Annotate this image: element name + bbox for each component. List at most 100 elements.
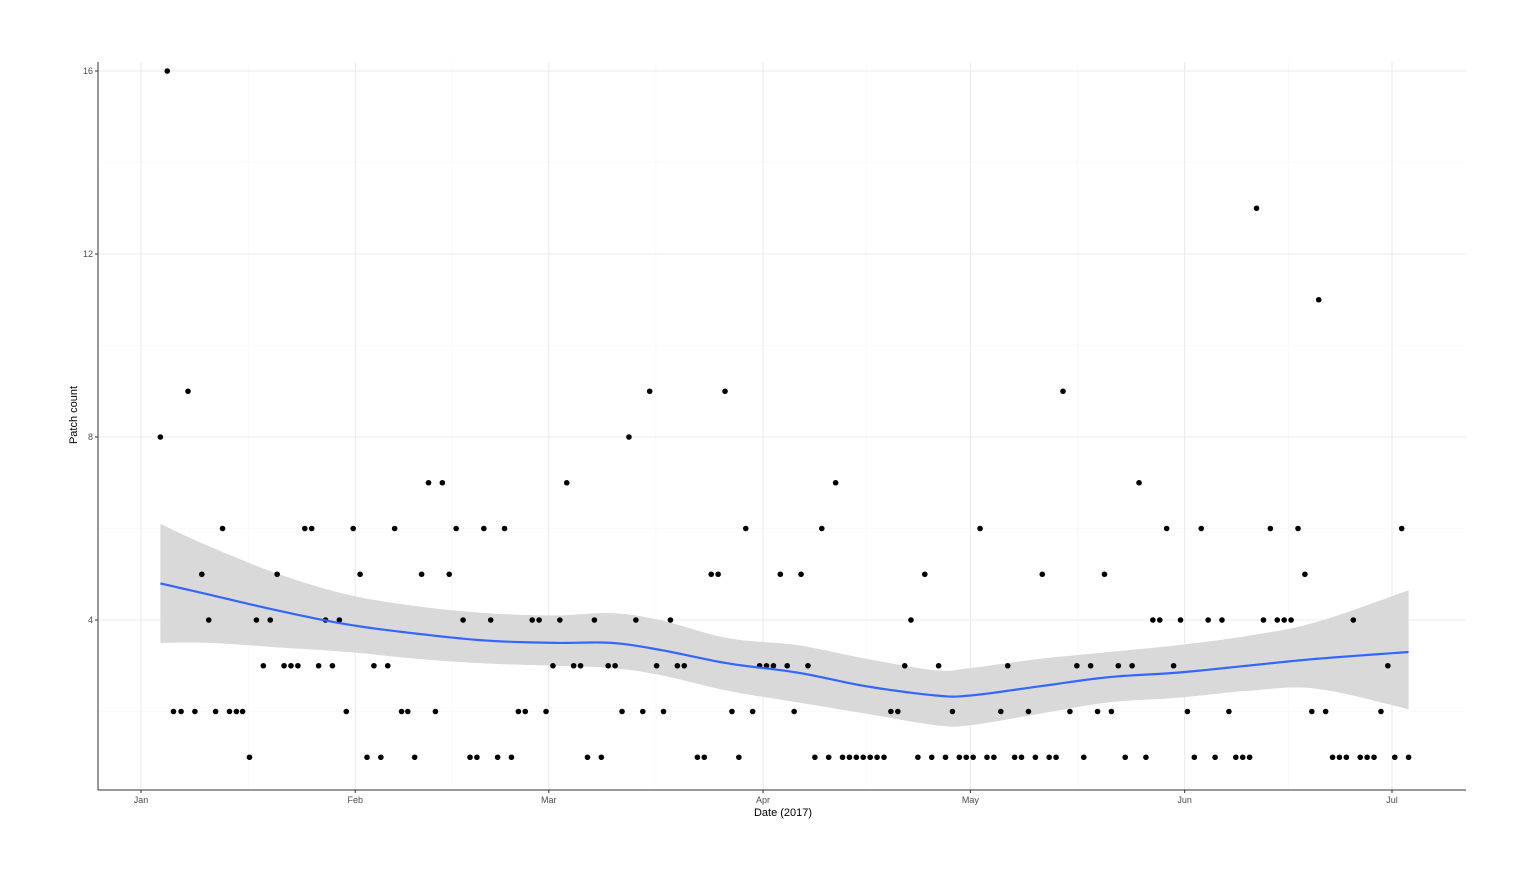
- data-point: [626, 434, 632, 440]
- data-point: [260, 662, 267, 669]
- smooth-trend-line: [160, 582, 1409, 698]
- data-point: [956, 754, 963, 761]
- data-point: [1101, 571, 1108, 578]
- data-point: [404, 708, 411, 715]
- data-point: [295, 662, 301, 669]
- data-point: [874, 754, 880, 761]
- data-point: [1260, 617, 1267, 623]
- data-point: [515, 708, 522, 715]
- data-point: [1122, 754, 1129, 761]
- data-point: [1343, 754, 1350, 761]
- data-point: [1177, 617, 1184, 623]
- data-point: [253, 617, 260, 623]
- data-point: [1011, 754, 1018, 761]
- data-point: [1094, 708, 1101, 715]
- x-tick-label: Jul: [1386, 795, 1398, 805]
- data-point: [1074, 662, 1080, 669]
- data-point: [1191, 754, 1198, 761]
- data-point: [384, 662, 391, 669]
- data-point: [1205, 617, 1211, 623]
- data-point: [411, 754, 418, 761]
- data-point: [777, 571, 784, 578]
- data-point: [1322, 708, 1329, 715]
- data-point: [1385, 662, 1391, 669]
- data-point: [329, 662, 336, 669]
- data-point: [1018, 754, 1025, 761]
- data-point: [1080, 754, 1087, 761]
- data-point: [784, 662, 791, 669]
- data-point: [770, 662, 777, 669]
- data-point: [1357, 754, 1364, 761]
- data-point: [1371, 754, 1377, 761]
- data-point: [418, 571, 425, 578]
- data-point: [805, 662, 811, 669]
- data-point: [818, 525, 825, 532]
- data-point: [1295, 525, 1301, 532]
- data-point: [577, 662, 584, 669]
- data-point: [192, 708, 198, 715]
- y-tick-label: 4: [88, 615, 93, 625]
- data-point: [935, 662, 942, 669]
- data-point: [888, 708, 894, 715]
- data-point: [667, 617, 674, 623]
- data-point: [1336, 754, 1343, 761]
- data-point: [1391, 754, 1398, 761]
- data-point: [991, 754, 997, 761]
- data-point: [157, 434, 164, 440]
- data-point: [302, 525, 308, 532]
- y-tick-label: 16: [83, 66, 93, 76]
- data-point: [1364, 754, 1370, 761]
- data-point: [487, 617, 494, 623]
- data-point: [563, 479, 570, 486]
- data-point: [1115, 662, 1122, 669]
- data-point: [343, 708, 350, 715]
- data-point: [439, 479, 446, 486]
- data-point: [1239, 754, 1246, 761]
- data-point: [1232, 754, 1239, 761]
- data-point: [315, 662, 322, 669]
- data-point: [246, 754, 253, 761]
- x-tick-label: Jan: [134, 795, 149, 805]
- data-point: [1405, 754, 1412, 761]
- data-point: [681, 662, 688, 669]
- data-point: [942, 754, 949, 761]
- data-point: [1184, 708, 1191, 715]
- data-point: [508, 754, 515, 761]
- data-point: [598, 754, 605, 761]
- x-tick-label: Jun: [1177, 795, 1192, 805]
- data-point: [205, 617, 212, 623]
- data-point: [474, 754, 480, 761]
- data-point: [233, 708, 240, 715]
- data-point: [357, 571, 363, 578]
- data-point: [1143, 754, 1149, 761]
- data-point: [446, 571, 453, 578]
- data-point: [226, 708, 233, 715]
- data-point: [798, 571, 804, 578]
- data-point: [619, 708, 625, 715]
- data-point: [288, 662, 294, 669]
- x-axis-title: Date (2017): [754, 807, 812, 819]
- data-point: [1170, 662, 1177, 669]
- data-point: [550, 662, 556, 669]
- data-point: [701, 754, 708, 761]
- data-point: [522, 708, 529, 715]
- data-point: [1350, 617, 1357, 623]
- data-point: [178, 708, 184, 715]
- data-point: [1129, 662, 1135, 669]
- data-point: [453, 525, 459, 532]
- data-point: [749, 708, 756, 715]
- data-point: [170, 708, 177, 715]
- data-point: [467, 754, 473, 761]
- data-point: [281, 662, 287, 669]
- data-point: [219, 525, 226, 532]
- data-point: [536, 617, 542, 623]
- data-point: [1378, 708, 1384, 715]
- data-point: [908, 617, 914, 623]
- data-point: [736, 754, 742, 761]
- x-tick-label: Feb: [348, 795, 364, 805]
- data-point: [1329, 754, 1336, 761]
- data-point: [1302, 571, 1308, 578]
- data-point: [998, 708, 1004, 715]
- data-points: [157, 68, 1412, 761]
